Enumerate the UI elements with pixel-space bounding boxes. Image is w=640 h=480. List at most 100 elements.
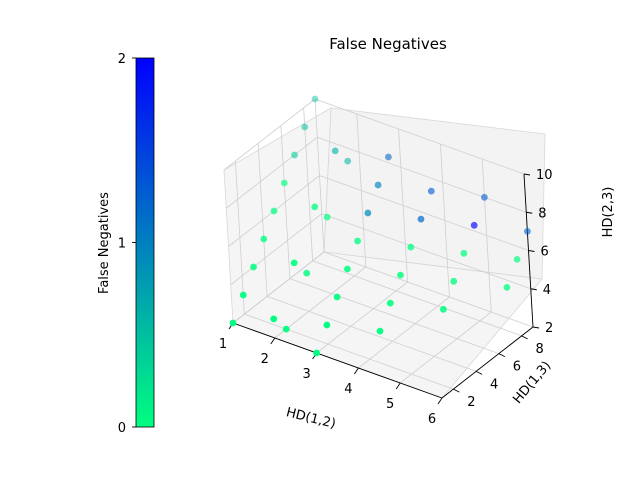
data-point	[313, 349, 320, 357]
data-point	[470, 221, 478, 229]
data-point	[385, 153, 392, 161]
grid-line-z	[321, 213, 531, 290]
grid-line-y	[244, 313, 454, 390]
grid-line-z	[323, 251, 534, 328]
data-point	[311, 203, 319, 211]
data-point	[407, 243, 415, 251]
x-tick	[395, 382, 401, 390]
data-point	[513, 256, 521, 263]
data-point	[270, 315, 278, 323]
data-point	[303, 269, 311, 277]
z-tick-label: 4	[543, 283, 551, 298]
data-point	[386, 299, 394, 307]
grid-line-z	[232, 251, 325, 324]
data-point	[270, 207, 278, 215]
x-tick-label: 6	[428, 412, 436, 427]
pane-back	[323, 107, 546, 280]
colorbar-label: False Negatives	[97, 192, 112, 294]
data-point	[524, 228, 531, 235]
grid-line-y	[266, 295, 477, 372]
colorbar-tick-label: 2	[118, 52, 126, 67]
data-point	[376, 327, 384, 335]
data-point	[374, 181, 382, 189]
z-tick	[528, 250, 535, 252]
grid-line-y	[312, 260, 522, 337]
x-tick	[270, 337, 276, 345]
colorbar	[135, 57, 155, 428]
z-tick	[532, 326, 540, 329]
colorbar-tick-label: 1	[118, 237, 126, 252]
y-axis-line	[441, 326, 534, 399]
grid-line-x	[274, 266, 367, 339]
z-tick	[526, 211, 533, 214]
data-point	[344, 265, 351, 273]
grid-line-z	[223, 98, 316, 171]
z-axis-label: HD(2,3)	[601, 187, 616, 238]
y-tick	[498, 353, 506, 358]
grid-line-z	[230, 213, 322, 286]
data-point	[260, 235, 268, 243]
data-point	[354, 237, 361, 245]
z-tick-label: 6	[541, 245, 549, 260]
y-tick-label: 4	[490, 377, 498, 392]
x-axis-line	[232, 322, 443, 399]
data-point	[311, 95, 319, 103]
data-point	[239, 291, 247, 299]
data-point	[290, 259, 298, 267]
y-tick	[521, 335, 528, 340]
y-tick	[475, 370, 483, 375]
data-point	[250, 263, 257, 271]
x-tick-label: 5	[386, 397, 394, 412]
x-tick-label: 3	[302, 367, 310, 382]
z-tick	[523, 173, 531, 176]
grid-line-y	[289, 278, 500, 355]
x-axis-label: HD(1,2)	[284, 405, 337, 432]
data-point	[301, 123, 309, 131]
data-point	[440, 305, 447, 313]
y-tick-label: 8	[535, 342, 543, 357]
grid-line-x	[316, 281, 408, 354]
data-point	[280, 179, 288, 187]
grid-line-z	[317, 136, 527, 213]
data-point	[481, 193, 488, 201]
data-point	[331, 147, 339, 155]
x-tick-label: 1	[219, 337, 227, 352]
data-point	[364, 209, 372, 217]
data-points	[229, 95, 531, 357]
data-point	[397, 271, 404, 279]
grid-line-z	[226, 136, 318, 209]
data-point	[333, 293, 341, 301]
grid-line-z	[314, 98, 525, 175]
x-tick	[354, 367, 359, 375]
data-point	[229, 319, 237, 327]
data-point	[460, 249, 468, 257]
y-tick-label: 2	[467, 395, 475, 410]
chart-title: False Negatives	[329, 35, 447, 53]
data-point	[427, 187, 435, 195]
z-tick-label: 8	[538, 206, 546, 221]
z-tick	[530, 288, 537, 291]
grid-lines	[223, 98, 534, 399]
colorbar-ticks: 0 1 2	[118, 52, 136, 436]
x-tick	[437, 397, 443, 405]
z-tick-label: 10	[536, 168, 553, 183]
data-point	[503, 284, 511, 291]
x-tick-label: 4	[344, 382, 352, 397]
colorbar-tick-label: 0	[118, 421, 126, 436]
z-tick-label: 2	[545, 321, 553, 336]
data-point	[323, 213, 331, 221]
data-point	[450, 277, 458, 285]
x-tick-label: 2	[261, 352, 269, 367]
data-point	[282, 325, 290, 333]
grid-line-x	[399, 311, 492, 384]
grid-line-z	[319, 175, 529, 251]
y-tick-label: 6	[513, 360, 521, 375]
grid-line-x	[358, 296, 450, 369]
data-point	[344, 157, 352, 165]
data-point	[291, 151, 298, 159]
y-tick	[453, 388, 460, 393]
data-point	[417, 215, 425, 223]
data-point	[323, 321, 331, 329]
